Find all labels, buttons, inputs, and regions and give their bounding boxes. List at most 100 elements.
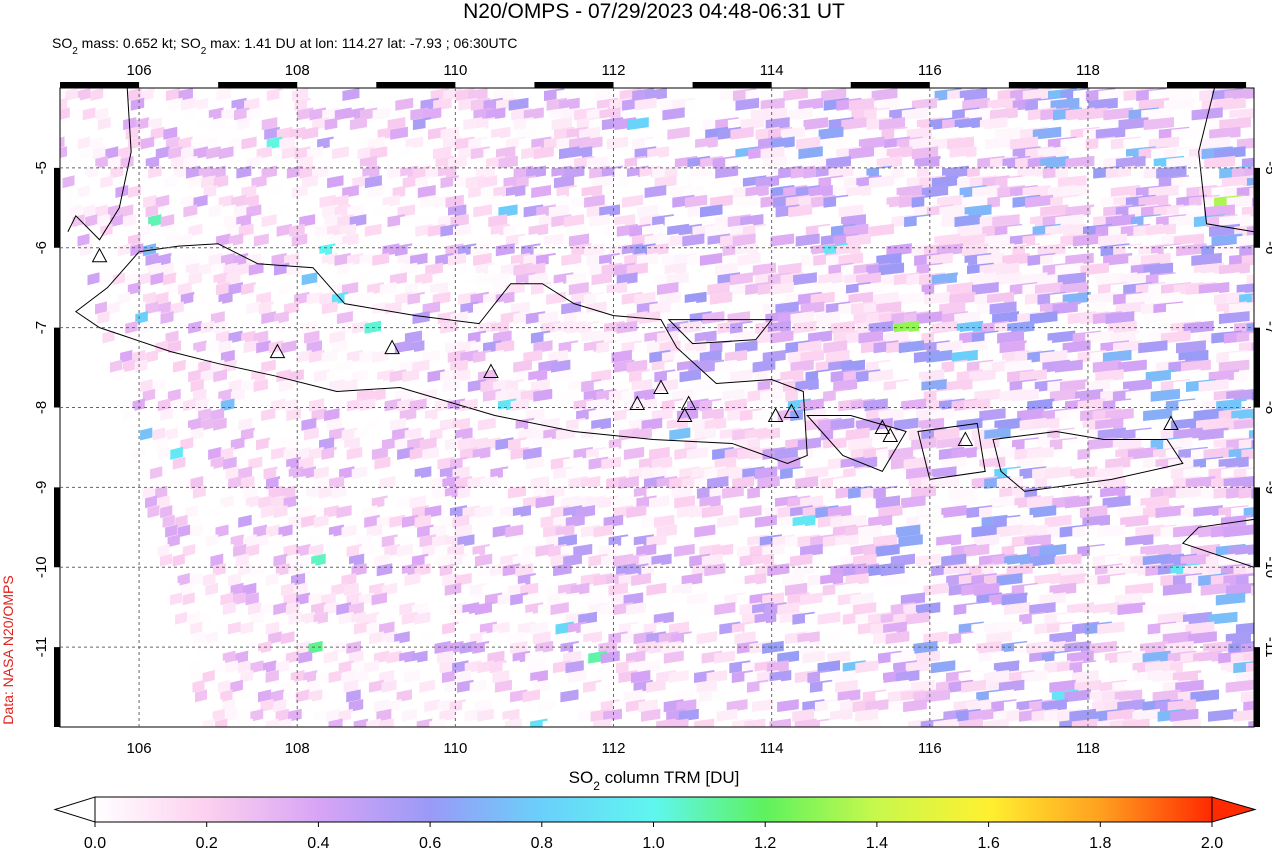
so2-pixel (972, 185, 1000, 198)
so2-pixel (1017, 165, 1046, 179)
so2-pixel (1163, 97, 1195, 111)
coastline (74, 243, 808, 464)
so2-pixel (649, 301, 671, 315)
so2-pixel (490, 272, 510, 286)
so2-pixel (125, 320, 138, 334)
so2-pixel (525, 456, 545, 470)
so2-pixel (668, 621, 690, 635)
so2-pixel (762, 543, 785, 557)
so2-pixel (1176, 243, 1207, 257)
so2-pixel (281, 485, 296, 499)
so2-pixel (407, 340, 425, 354)
so2-pixel (1057, 272, 1086, 286)
so2-pixel (926, 543, 951, 557)
so2-pixel (1095, 417, 1124, 431)
so2-pixel (185, 505, 198, 519)
so2-pixel (1004, 602, 1030, 616)
so2-pixel (391, 573, 408, 586)
so2-pixel (1120, 272, 1150, 286)
so2-pixel (827, 650, 851, 664)
frame-band (54, 167, 60, 248)
so2-pixel (243, 485, 257, 499)
so2-pixel (530, 621, 549, 635)
so2-pixel (1024, 582, 1051, 596)
so2-pixel (991, 650, 1017, 664)
so2-pixel (309, 398, 325, 412)
so2-pixel (558, 534, 577, 548)
so2-pixel (504, 718, 522, 727)
so2-pixel (619, 330, 640, 344)
so2-pixel (1157, 611, 1187, 625)
so2-pixel (218, 340, 233, 354)
so2-pixel (977, 252, 1005, 266)
so2-pixel (692, 175, 716, 189)
so2-pixel (404, 427, 422, 441)
so2-pixel (195, 689, 207, 703)
so2-pixel (1039, 349, 1068, 363)
so2-pixel (95, 107, 109, 121)
so2-pixel (280, 679, 295, 693)
so2-pixel (702, 408, 724, 422)
so2-pixel (821, 136, 846, 150)
so2-pixel (510, 398, 530, 412)
so2-pixel (236, 214, 252, 228)
so2-pixel (833, 476, 857, 489)
so2-pixel (386, 699, 402, 713)
so2-pixel (561, 252, 582, 266)
so2-pixel (327, 223, 344, 237)
so2-pixel (957, 126, 985, 140)
so2-pixel (1173, 233, 1205, 247)
so2-pixel (288, 514, 303, 528)
so2-pixel (351, 611, 367, 625)
so2-pixel (452, 611, 469, 625)
so2-pixel (1190, 689, 1220, 703)
so2-pixel (817, 611, 841, 625)
so2-pixel (936, 340, 963, 354)
so2-pixel (314, 223, 331, 237)
so2-pixel (198, 165, 213, 179)
so2-pixel (220, 689, 233, 703)
so2-pixel (311, 408, 327, 422)
so2-pixel (423, 107, 442, 121)
so2-pixel (271, 446, 286, 460)
volcano-marker (91, 247, 108, 263)
so2-pixel (699, 252, 723, 266)
x-tick-label: 112 (602, 740, 626, 757)
so2-pixel (401, 611, 418, 625)
so2-pixel (240, 718, 253, 727)
so2-pixel (903, 456, 929, 470)
so2-pixel (117, 243, 131, 257)
so2-pixel (366, 621, 382, 635)
so2-pixel (304, 330, 320, 344)
so2-pixel (931, 272, 958, 286)
so2-pixel (722, 485, 744, 499)
so2-pixel (440, 126, 460, 140)
so2-pixel (822, 631, 846, 645)
so2-pixel (825, 349, 850, 363)
so2-pixel (911, 146, 939, 160)
so2-pixel (1173, 427, 1203, 441)
so2-pixel (560, 689, 579, 703)
so2-pixel (697, 97, 721, 111)
y-tick-label: -6 (1262, 241, 1272, 254)
so2-pixel (886, 243, 912, 257)
so2-pixel (222, 699, 236, 713)
so2-pixel (422, 349, 440, 363)
so2-pixel (253, 233, 269, 247)
so2-pixel (1211, 233, 1243, 247)
so2-pixel (152, 427, 166, 441)
so2-pixel (288, 563, 303, 577)
so2-pixel (930, 660, 956, 674)
so2-pixel (527, 660, 546, 674)
so2-pixel (1150, 291, 1181, 305)
so2-pixel (278, 379, 294, 392)
so2-pixel (843, 514, 867, 528)
so2-pixel (1057, 611, 1084, 625)
so2-pixel (639, 311, 661, 325)
frame-band (692, 82, 772, 88)
so2-pixel (1040, 204, 1069, 218)
so2-pixel (173, 359, 187, 373)
so2-pixel (210, 456, 224, 470)
so2-pixel (296, 155, 313, 169)
so2-pixel (1115, 155, 1146, 169)
